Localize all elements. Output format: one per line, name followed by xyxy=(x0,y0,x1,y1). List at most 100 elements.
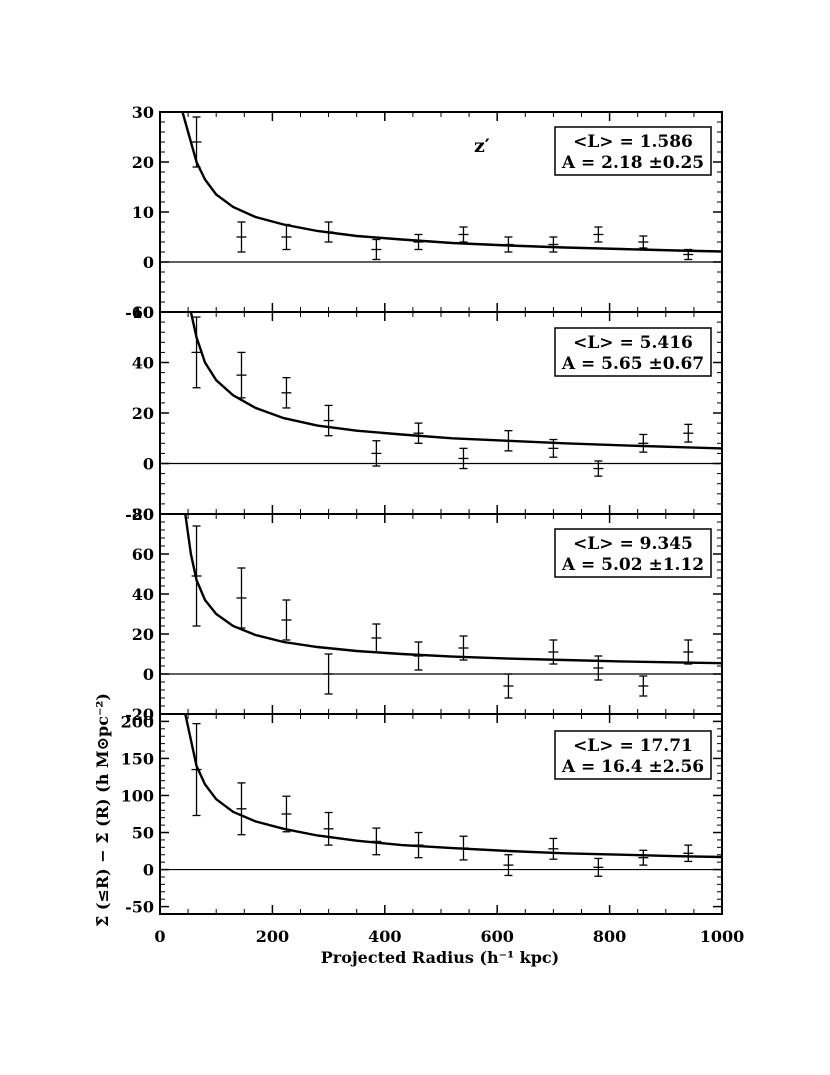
legend-luminosity: <L> = 17.71 xyxy=(573,736,693,756)
data-point xyxy=(458,635,469,661)
data-point xyxy=(503,673,514,699)
legend-box xyxy=(554,528,712,578)
data-point xyxy=(236,221,247,253)
data-point xyxy=(593,460,604,477)
data-point xyxy=(323,653,334,695)
model-curve xyxy=(184,713,723,859)
y-tick-label: 100 xyxy=(121,786,154,805)
data-point xyxy=(371,827,382,856)
data-point xyxy=(638,675,649,697)
data-point xyxy=(638,433,649,453)
x-tick-label: 0 xyxy=(154,927,165,946)
data-point xyxy=(191,116,202,168)
data-point xyxy=(458,447,469,470)
y-tick-label: 60 xyxy=(132,303,154,322)
model-curve xyxy=(189,311,723,450)
data-point xyxy=(281,223,292,251)
legend-luminosity: <L> = 5.416 xyxy=(573,333,693,353)
y-tick-label: 0 xyxy=(143,861,154,880)
y-axis-title: Σ̄ (≤R) − Σ̄ (R) (h M⊙pc⁻²) xyxy=(93,693,112,927)
y-tick-label: 0 xyxy=(143,455,154,474)
data-point xyxy=(323,404,334,437)
y-tick-label: 40 xyxy=(132,354,154,373)
data-point xyxy=(683,423,694,443)
data-point xyxy=(458,226,469,243)
data-point xyxy=(683,248,694,261)
data-point xyxy=(458,835,469,861)
legend-amplitude: A = 16.4 ±2.56 xyxy=(561,757,704,777)
x-axis-title: Projected Radius (h⁻¹ kpc) xyxy=(321,948,560,967)
y-tick-label: 20 xyxy=(132,625,154,644)
data-point xyxy=(281,599,292,641)
data-point xyxy=(281,795,292,833)
x-tick-label: 600 xyxy=(480,927,513,946)
legend-box xyxy=(554,730,712,780)
data-point xyxy=(548,438,559,458)
y-tick-label: -20 xyxy=(125,505,154,524)
y-tick-label: 40 xyxy=(132,585,154,604)
legend-amplitude: A = 2.18 ±0.25 xyxy=(561,153,704,173)
y-tick-label: 20 xyxy=(132,153,154,172)
data-point xyxy=(638,235,649,249)
data-point xyxy=(593,226,604,243)
data-point xyxy=(323,221,334,243)
data-point xyxy=(236,567,247,629)
y-tick-label: 60 xyxy=(132,545,154,564)
data-point xyxy=(503,854,514,877)
data-point xyxy=(593,655,604,681)
data-point xyxy=(503,236,514,253)
data-point xyxy=(638,849,649,866)
data-point xyxy=(683,639,694,665)
legend-box xyxy=(554,327,712,377)
y-tick-label: 200 xyxy=(121,712,154,731)
legend-amplitude: A = 5.65 ±0.67 xyxy=(561,354,704,374)
x-tick-label: 1000 xyxy=(700,927,745,946)
data-point xyxy=(281,376,292,409)
data-point xyxy=(548,837,559,860)
model-curve xyxy=(181,111,723,253)
data-point xyxy=(371,623,382,653)
y-tick-label: 150 xyxy=(121,749,154,768)
y-tick-label: 50 xyxy=(132,824,154,843)
y-tick-label: 80 xyxy=(132,505,154,524)
data-point xyxy=(413,641,424,671)
y-tick-label: 30 xyxy=(132,103,154,122)
model-curve xyxy=(184,513,723,665)
data-point xyxy=(548,236,559,253)
y-tick-label: 0 xyxy=(143,665,154,684)
data-point xyxy=(371,238,382,261)
legend-amplitude: A = 5.02 ±1.12 xyxy=(561,555,704,575)
band-label: z′ xyxy=(474,135,490,157)
x-tick-label: 200 xyxy=(256,927,289,946)
y-tick-label: 10 xyxy=(132,203,154,222)
y-tick-label: -50 xyxy=(125,898,154,917)
panel-4: -50 0 50 100 150 200 <L> = 17.71A = 16.4 ±2.56 xyxy=(121,712,723,917)
data-point xyxy=(191,525,202,627)
data-point xyxy=(191,316,202,389)
data-point xyxy=(413,422,424,444)
y-tick-label: -10 xyxy=(125,303,154,322)
y-tick-label: 0 xyxy=(143,253,154,272)
x-tick-label: 800 xyxy=(593,927,626,946)
data-point xyxy=(323,811,334,846)
y-tick-label: -20 xyxy=(125,705,154,724)
legend-box xyxy=(554,126,712,176)
data-point xyxy=(371,440,382,467)
y-tick-label: 20 xyxy=(132,404,154,423)
data-point xyxy=(548,639,559,665)
data-point xyxy=(413,233,424,251)
x-tick-label: 400 xyxy=(368,927,401,946)
data-point xyxy=(503,430,514,452)
data-point xyxy=(191,722,202,817)
legend-luminosity: <L> = 1.586 xyxy=(573,132,693,152)
data-point xyxy=(593,857,604,877)
data-point xyxy=(236,782,247,836)
data-point xyxy=(683,844,694,863)
data-point xyxy=(413,831,424,859)
data-point xyxy=(236,351,247,399)
